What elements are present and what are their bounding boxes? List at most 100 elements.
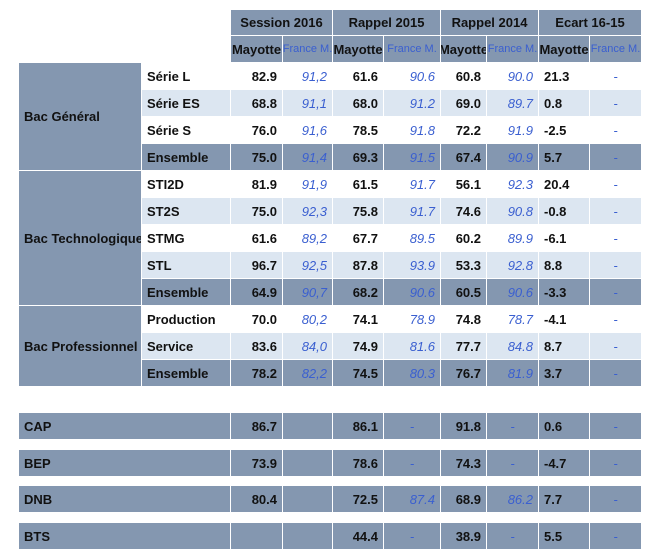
group-label: Bac Général — [19, 63, 142, 171]
sub-header: France M. — [283, 36, 333, 63]
mayotte-value: 60.8 — [441, 63, 487, 90]
france-value: 92.3 — [487, 171, 539, 198]
france-value: - — [590, 360, 642, 387]
france-value: 89.9 — [487, 225, 539, 252]
row-label: Ensemble — [142, 279, 231, 306]
period-header: Rappel 2015 — [333, 10, 441, 36]
france-value: - — [487, 523, 539, 550]
row-label: CAP — [19, 413, 231, 440]
france-value: - — [487, 450, 539, 477]
mayotte-value: -4.7 — [539, 450, 590, 477]
mayotte-value: 74.9 — [333, 333, 384, 360]
sub-header: France M. — [384, 36, 441, 63]
france-value — [283, 450, 333, 477]
mayotte-value: 60.5 — [441, 279, 487, 306]
france-value: 91.5 — [384, 144, 441, 171]
mayotte-value: 8.8 — [539, 252, 590, 279]
mayotte-value: 78.2 — [231, 360, 283, 387]
mayotte-value: 73.9 — [231, 450, 283, 477]
mayotte-value: 69.3 — [333, 144, 384, 171]
france-value: - — [590, 63, 642, 90]
france-value: - — [590, 225, 642, 252]
mayotte-value: 86.1 — [333, 413, 384, 440]
mayotte-value: 76.7 — [441, 360, 487, 387]
mayotte-value: 38.9 — [441, 523, 487, 550]
mayotte-value: 78.6 — [333, 450, 384, 477]
mayotte-value: 60.2 — [441, 225, 487, 252]
mayotte-value: -2.5 — [539, 117, 590, 144]
period-header: Ecart 16-15 — [539, 10, 642, 36]
mayotte-value: 64.9 — [231, 279, 283, 306]
mayotte-value: 74.1 — [333, 306, 384, 333]
group-label: Bac Professionnel — [19, 306, 142, 387]
mayotte-value: 53.3 — [441, 252, 487, 279]
mayotte-value: 68.9 — [441, 486, 487, 513]
france-value: - — [590, 333, 642, 360]
france-value: 87.4 — [384, 486, 441, 513]
row-label: Série S — [142, 117, 231, 144]
mayotte-value: 81.9 — [231, 171, 283, 198]
mayotte-value: 61.6 — [333, 63, 384, 90]
france-value: - — [590, 279, 642, 306]
france-value — [283, 413, 333, 440]
france-value: 89.5 — [384, 225, 441, 252]
france-value: - — [590, 306, 642, 333]
france-value: 91.9 — [487, 117, 539, 144]
row-label: BTS — [19, 523, 231, 550]
mayotte-value: 76.0 — [231, 117, 283, 144]
france-value: - — [590, 486, 642, 513]
mayotte-value: 5.7 — [539, 144, 590, 171]
france-value: 91.2 — [384, 90, 441, 117]
france-value: 91.7 — [384, 198, 441, 225]
mayotte-value: 8.7 — [539, 333, 590, 360]
mayotte-value: -4.1 — [539, 306, 590, 333]
mayotte-value: 5.5 — [539, 523, 590, 550]
group-label: Bac Technologique — [19, 171, 142, 306]
france-value: 91,6 — [283, 117, 333, 144]
mayotte-value — [231, 523, 283, 550]
france-value: 92.8 — [487, 252, 539, 279]
france-value: - — [487, 413, 539, 440]
france-value: 89.7 — [487, 90, 539, 117]
mayotte-value: 3.7 — [539, 360, 590, 387]
mayotte-value: 69.0 — [441, 90, 487, 117]
mayotte-value: 20.4 — [539, 171, 590, 198]
sub-header: Mayotte — [441, 36, 487, 63]
france-value: 91,9 — [283, 171, 333, 198]
france-value: 80.3 — [384, 360, 441, 387]
france-value — [283, 486, 333, 513]
mayotte-value: 75.0 — [231, 198, 283, 225]
mayotte-value: 82.9 — [231, 63, 283, 90]
france-value: 90.9 — [487, 144, 539, 171]
mayotte-value: 96.7 — [231, 252, 283, 279]
mayotte-value: 61.6 — [231, 225, 283, 252]
mayotte-value: 7.7 — [539, 486, 590, 513]
france-value: - — [384, 413, 441, 440]
france-value: 84,0 — [283, 333, 333, 360]
france-value: 81.9 — [487, 360, 539, 387]
row-label: Service — [142, 333, 231, 360]
sub-header: Mayotte — [539, 36, 590, 63]
france-value: 90,7 — [283, 279, 333, 306]
period-header: Rappel 2014 — [441, 10, 539, 36]
france-value: - — [590, 413, 642, 440]
row-label: STI2D — [142, 171, 231, 198]
mayotte-value: 68.8 — [231, 90, 283, 117]
mayotte-value: 68.2 — [333, 279, 384, 306]
france-value: 90.0 — [487, 63, 539, 90]
mayotte-value: 72.2 — [441, 117, 487, 144]
sub-header: France M. — [590, 36, 642, 63]
france-value: - — [590, 523, 642, 550]
row-label: ST2S — [142, 198, 231, 225]
mayotte-value: 74.3 — [441, 450, 487, 477]
period-header: Session 2016 — [231, 10, 333, 36]
mayotte-value: 75.0 — [231, 144, 283, 171]
sub-header: Mayotte — [231, 36, 283, 63]
france-value: - — [590, 252, 642, 279]
mayotte-value: 74.8 — [441, 306, 487, 333]
france-value: 90.6 — [487, 279, 539, 306]
row-label: DNB — [19, 486, 231, 513]
mayotte-value: 70.0 — [231, 306, 283, 333]
france-value: 82,2 — [283, 360, 333, 387]
